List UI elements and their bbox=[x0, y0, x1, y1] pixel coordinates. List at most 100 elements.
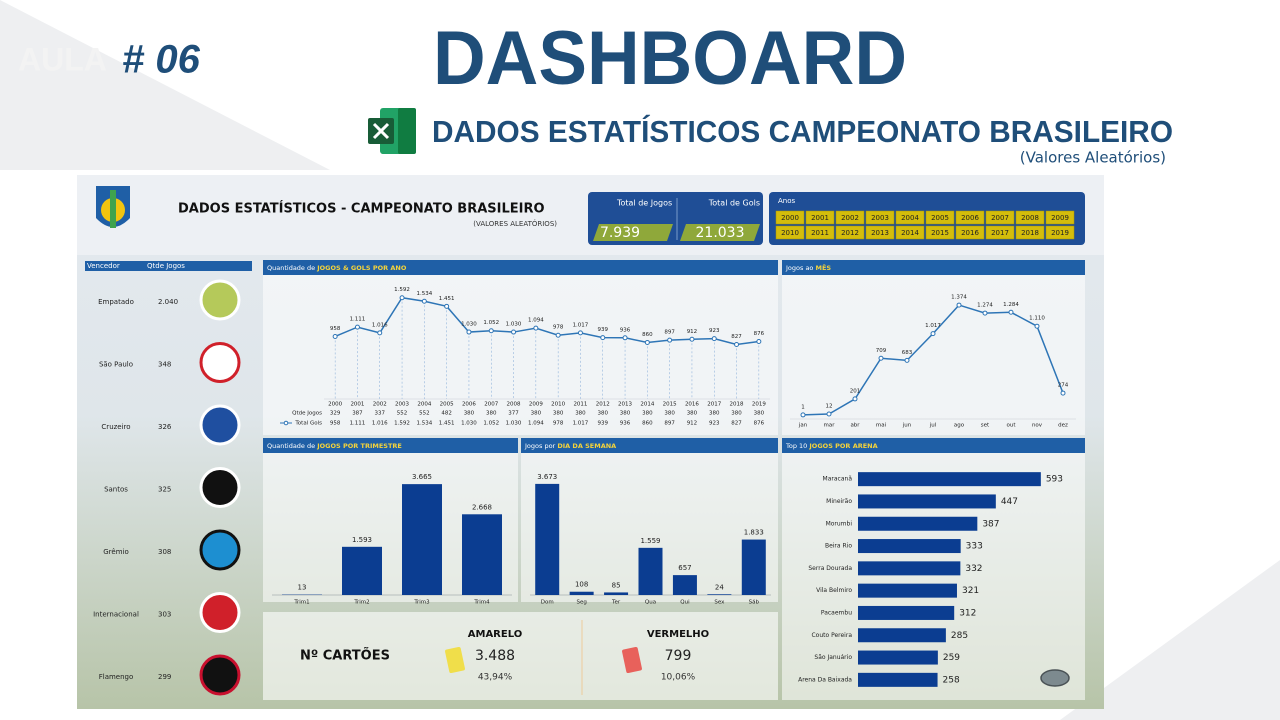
x-tick-label: ago bbox=[954, 423, 965, 429]
data-point bbox=[800, 412, 806, 418]
table-cell: 1.111 bbox=[350, 421, 366, 427]
chart-title: Top 10 JOGOS POR ARENA bbox=[785, 442, 878, 450]
year-button[interactable] bbox=[1015, 210, 1045, 225]
chart-title-main: JOGOS & GOLS POR ANO bbox=[316, 264, 407, 272]
year-button[interactable] bbox=[805, 210, 835, 225]
bar bbox=[858, 472, 1041, 487]
data-label: 1.110 bbox=[1029, 316, 1045, 322]
dashboard-subtitle: (VALORES ALEATÓRIOS) bbox=[473, 219, 557, 228]
year-button[interactable] bbox=[985, 210, 1015, 225]
year-button-label[interactable]: 2002 bbox=[841, 214, 859, 222]
chart-title-prefix: Quantidade de bbox=[267, 264, 315, 272]
year-button[interactable] bbox=[925, 225, 955, 240]
data-label: 1.559 bbox=[640, 537, 660, 545]
data-label: 1.017 bbox=[573, 322, 589, 328]
data-label: 923 bbox=[709, 328, 720, 334]
year-button[interactable] bbox=[985, 225, 1015, 240]
year-button-label[interactable]: 2012 bbox=[841, 229, 859, 237]
data-label: 447 bbox=[1001, 497, 1018, 507]
x-tick-label: jan bbox=[798, 423, 808, 429]
year-button-label[interactable]: 2000 bbox=[781, 214, 799, 222]
year-button[interactable] bbox=[955, 225, 985, 240]
table-cell: 936 bbox=[620, 421, 631, 427]
chart-panel bbox=[263, 260, 778, 435]
chart-header bbox=[521, 438, 778, 453]
year-button-label[interactable]: 2009 bbox=[1051, 214, 1069, 222]
table-cell: 876 bbox=[754, 421, 765, 427]
year-button[interactable] bbox=[895, 225, 925, 240]
year-button[interactable] bbox=[805, 225, 835, 240]
year-button-label[interactable]: 2011 bbox=[811, 229, 829, 237]
year-button[interactable] bbox=[925, 210, 955, 225]
year-button-label[interactable]: 2015 bbox=[931, 229, 949, 237]
table-cell: 1.030 bbox=[461, 421, 477, 427]
data-label: 978 bbox=[553, 325, 564, 331]
league-logo bbox=[96, 186, 130, 228]
year-button[interactable] bbox=[865, 210, 895, 225]
winner-games: 2.040 bbox=[158, 298, 178, 306]
chart-title-main: JOGOS POR ARENA bbox=[808, 442, 877, 450]
x-tick-label: Ter bbox=[611, 600, 621, 606]
bar bbox=[858, 539, 961, 554]
winner-name: São Paulo bbox=[99, 361, 133, 369]
data-label: 321 bbox=[962, 586, 979, 596]
data-point bbox=[466, 329, 472, 335]
year-button-label[interactable]: 2005 bbox=[931, 214, 949, 222]
chart-title-main: MÊS bbox=[816, 263, 832, 272]
data-point bbox=[600, 335, 606, 341]
table-cell: 1.052 bbox=[483, 421, 499, 427]
legend-label: Total Gols bbox=[294, 421, 322, 427]
year-button-label[interactable]: 2006 bbox=[961, 214, 979, 222]
year-button-label[interactable]: 2014 bbox=[901, 229, 919, 237]
data-label: 108 bbox=[575, 581, 588, 589]
year-button[interactable] bbox=[1045, 225, 1075, 240]
year-button-label[interactable]: 2013 bbox=[871, 229, 889, 237]
chart-title-prefix: Jogos por bbox=[524, 442, 556, 450]
chart-header bbox=[263, 260, 778, 275]
table-cell: 380 bbox=[486, 411, 497, 417]
year-button-label[interactable]: 2008 bbox=[1021, 214, 1039, 222]
year-button-label[interactable]: 2016 bbox=[961, 229, 979, 237]
year-button-label[interactable]: 2001 bbox=[811, 214, 829, 222]
team-logo bbox=[199, 654, 241, 696]
year-button-label[interactable]: 2004 bbox=[901, 214, 919, 222]
year-button[interactable] bbox=[1015, 225, 1045, 240]
x-tick-label: Trim4 bbox=[473, 600, 490, 606]
year-button-label[interactable]: 2007 bbox=[991, 214, 1009, 222]
card-name: AMARELO bbox=[468, 629, 522, 640]
year-button-label[interactable]: 2019 bbox=[1051, 229, 1069, 237]
page-title: DASHBOARD bbox=[433, 16, 907, 101]
table-cell: 1.451 bbox=[439, 421, 455, 427]
year-button[interactable] bbox=[835, 225, 865, 240]
year-button[interactable] bbox=[955, 210, 985, 225]
background-shape bbox=[1060, 560, 1280, 720]
year-button[interactable] bbox=[1045, 210, 1075, 225]
data-point bbox=[956, 302, 962, 308]
year-button[interactable] bbox=[865, 225, 895, 240]
x-tick-label: nov bbox=[1032, 423, 1043, 429]
table-cell: 860 bbox=[642, 421, 653, 427]
year-button-label[interactable]: 2010 bbox=[781, 229, 799, 237]
year-button-label[interactable]: 2003 bbox=[871, 214, 889, 222]
stadium-icon bbox=[1040, 669, 1070, 687]
year-button-label[interactable]: 2017 bbox=[991, 229, 1009, 237]
team-logo bbox=[199, 529, 241, 571]
x-tick-label: 2000 bbox=[328, 402, 342, 408]
data-label: 312 bbox=[959, 608, 976, 618]
year-button[interactable] bbox=[775, 210, 805, 225]
data-label: 1.451 bbox=[439, 296, 455, 302]
slicer-title: Anos bbox=[778, 197, 796, 205]
year-button[interactable] bbox=[895, 210, 925, 225]
x-tick-label: out bbox=[1006, 423, 1016, 429]
year-button-label[interactable]: 2018 bbox=[1021, 229, 1039, 237]
table-cell: 1.094 bbox=[528, 421, 544, 427]
bar bbox=[858, 516, 978, 531]
kpi-value-bg bbox=[593, 224, 673, 241]
data-label: 1.016 bbox=[372, 322, 388, 328]
table-cell: 552 bbox=[397, 411, 408, 417]
lesson-tag: AULA bbox=[18, 41, 107, 77]
year-button[interactable] bbox=[835, 210, 865, 225]
excel-icon bbox=[368, 108, 416, 154]
year-button[interactable] bbox=[775, 225, 805, 240]
data-label: 85 bbox=[612, 581, 621, 589]
